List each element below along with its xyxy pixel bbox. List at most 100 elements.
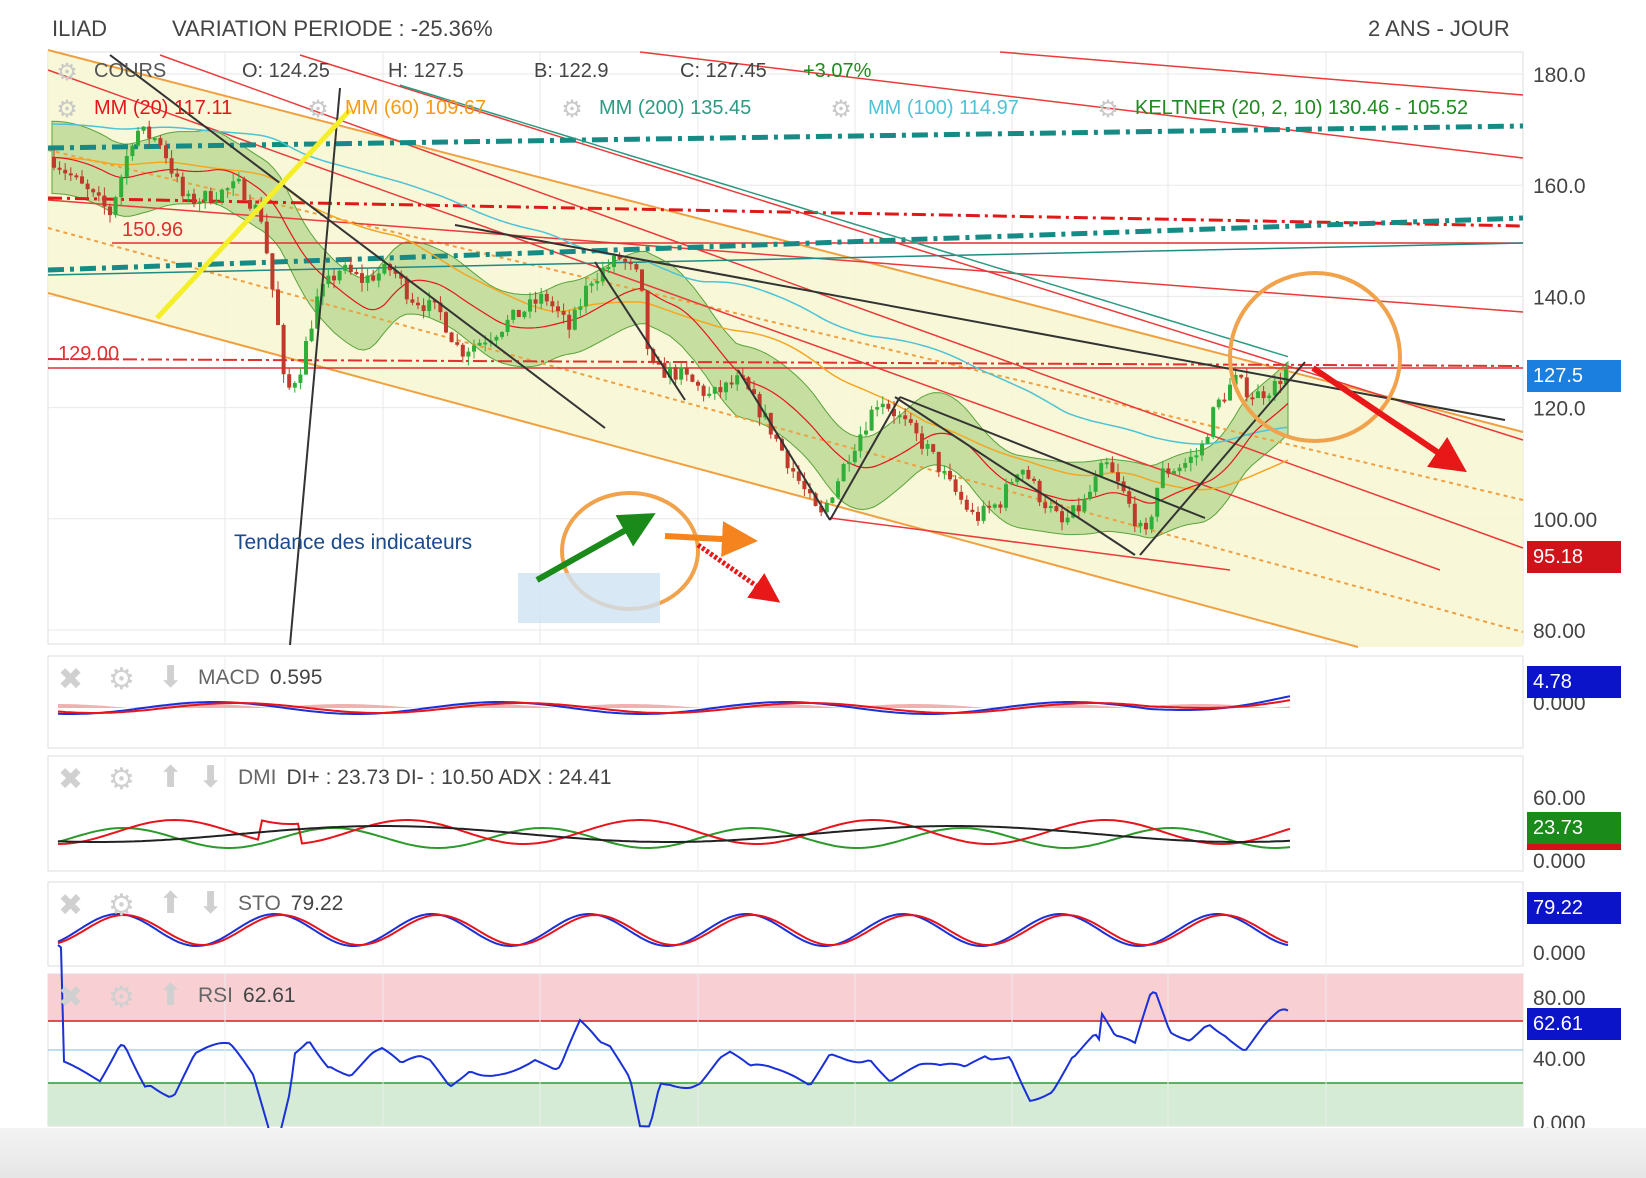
period-button[interactable]: 2 ANS - JOUR bbox=[1368, 16, 1510, 41]
candle-body bbox=[567, 314, 572, 330]
gear-icon[interactable]: ⚙ bbox=[561, 96, 583, 123]
price-tick: 80.00 bbox=[1533, 620, 1586, 643]
candle-body bbox=[1138, 522, 1143, 527]
candle-body bbox=[880, 403, 885, 408]
indicator-tick: 40.00 bbox=[1533, 1048, 1586, 1071]
candle-body bbox=[791, 468, 796, 472]
candle-body bbox=[841, 463, 846, 482]
candle-body bbox=[1116, 472, 1120, 482]
candle-body bbox=[304, 341, 308, 375]
channel-mid-2 bbox=[47, 227, 1524, 633]
candle-body bbox=[1261, 391, 1266, 399]
candle-body bbox=[1211, 407, 1216, 438]
candle-body bbox=[225, 188, 230, 191]
current-price-badge: 127.5 bbox=[1527, 360, 1621, 392]
candle-body bbox=[886, 403, 891, 409]
candle-body bbox=[1194, 455, 1199, 458]
gear-icon[interactable]: ⚙ bbox=[108, 663, 135, 696]
gear-icon[interactable]: ⚙ bbox=[108, 981, 135, 1014]
close-icon[interactable]: ✖ bbox=[58, 763, 84, 796]
arrow-up-icon[interactable]: ⬆ bbox=[158, 887, 184, 920]
candle-body bbox=[802, 480, 807, 490]
level-129 bbox=[47, 358, 1524, 367]
candle-body bbox=[1256, 391, 1260, 399]
quote-high: H: 127.5 bbox=[388, 60, 464, 82]
close-icon[interactable]: ✖ bbox=[58, 981, 84, 1014]
sto-badge: 79.22 bbox=[1527, 892, 1621, 924]
candle-body bbox=[959, 491, 964, 500]
candle-body bbox=[925, 444, 930, 449]
candle-body bbox=[1188, 456, 1193, 463]
close-icon[interactable]: ✖ bbox=[58, 663, 84, 696]
red-line-7 bbox=[829, 517, 1231, 571]
red-dashdot bbox=[47, 196, 1524, 228]
candle-body bbox=[466, 351, 471, 357]
candle-body bbox=[264, 221, 269, 254]
candle-body bbox=[920, 433, 924, 449]
arrow-down-red-dotted bbox=[696, 542, 781, 603]
candle-body bbox=[80, 176, 84, 184]
gear-icon[interactable]: ⚙ bbox=[56, 59, 78, 86]
candle-body bbox=[1032, 478, 1036, 481]
candle-body bbox=[500, 331, 504, 337]
candle-body bbox=[1155, 487, 1160, 517]
candle-body bbox=[1149, 516, 1154, 530]
candle-body bbox=[953, 479, 958, 492]
candle-body bbox=[281, 325, 286, 375]
close-icon[interactable]: ✖ bbox=[58, 889, 84, 922]
quote-close: C: 127.45 bbox=[680, 60, 767, 82]
red-line-6 bbox=[299, 54, 1524, 441]
candle-body bbox=[147, 126, 152, 139]
candle-body bbox=[236, 178, 241, 182]
arrow-down-icon[interactable]: ⬇ bbox=[158, 661, 184, 694]
arrow-up-icon[interactable]: ⬆ bbox=[158, 761, 184, 794]
candle-body bbox=[130, 145, 135, 156]
candle-body bbox=[68, 173, 73, 176]
gear-icon[interactable]: ⚙ bbox=[108, 889, 135, 922]
candle-body bbox=[1004, 484, 1008, 508]
candle-body bbox=[1222, 399, 1227, 402]
candle-body bbox=[813, 493, 818, 506]
candle-body bbox=[981, 505, 986, 521]
candle-body bbox=[371, 275, 376, 281]
dmi-panel bbox=[47, 755, 1524, 872]
candle-body bbox=[1071, 505, 1076, 518]
highlight-box bbox=[518, 573, 660, 623]
candle-body bbox=[477, 342, 482, 346]
candle-body bbox=[1177, 467, 1182, 472]
candle-body bbox=[522, 311, 527, 318]
gear-icon[interactable]: ⚙ bbox=[108, 763, 135, 796]
candle-body bbox=[1205, 437, 1210, 444]
gear-icon[interactable]: ⚙ bbox=[830, 96, 852, 123]
arrow-up-icon[interactable]: ⬆ bbox=[158, 979, 184, 1012]
candle-body bbox=[1250, 397, 1255, 400]
candle-body bbox=[662, 362, 667, 378]
candle-body bbox=[259, 204, 264, 222]
arrow-down-icon[interactable]: ⬇ bbox=[198, 761, 224, 794]
indicator-tick: 60.00 bbox=[1533, 787, 1586, 810]
circle-top bbox=[1228, 271, 1402, 443]
candle-body bbox=[505, 319, 510, 332]
arrow-down-icon[interactable]: ⬇ bbox=[198, 887, 224, 920]
candle-body bbox=[623, 258, 628, 262]
sto-name: STO bbox=[238, 892, 281, 915]
mm200-legend: MM (200) 135.45 bbox=[599, 97, 752, 119]
level-150-label: 150.96 bbox=[122, 219, 184, 241]
candle-body bbox=[192, 193, 196, 205]
candle-body bbox=[208, 191, 213, 204]
rsi-oversold-zone bbox=[48, 1083, 1523, 1126]
candle-body bbox=[108, 206, 112, 216]
candle-body bbox=[724, 382, 728, 393]
gear-icon[interactable]: ⚙ bbox=[56, 96, 78, 123]
candle-body bbox=[1026, 469, 1031, 479]
keltner-legend: KELTNER (20, 2, 10) 130.46 - 105.52 bbox=[1135, 97, 1469, 119]
gear-icon[interactable]: ⚙ bbox=[307, 96, 329, 123]
candle-body bbox=[164, 145, 168, 159]
channel-bottom bbox=[47, 292, 1359, 648]
rsi-label: RSI 62.61 bbox=[198, 984, 296, 1008]
candle-body bbox=[248, 200, 252, 209]
mm200-line bbox=[399, 84, 1289, 358]
candle-body bbox=[550, 301, 555, 307]
gear-icon[interactable]: ⚙ bbox=[1097, 96, 1119, 123]
candle-body bbox=[824, 502, 829, 513]
